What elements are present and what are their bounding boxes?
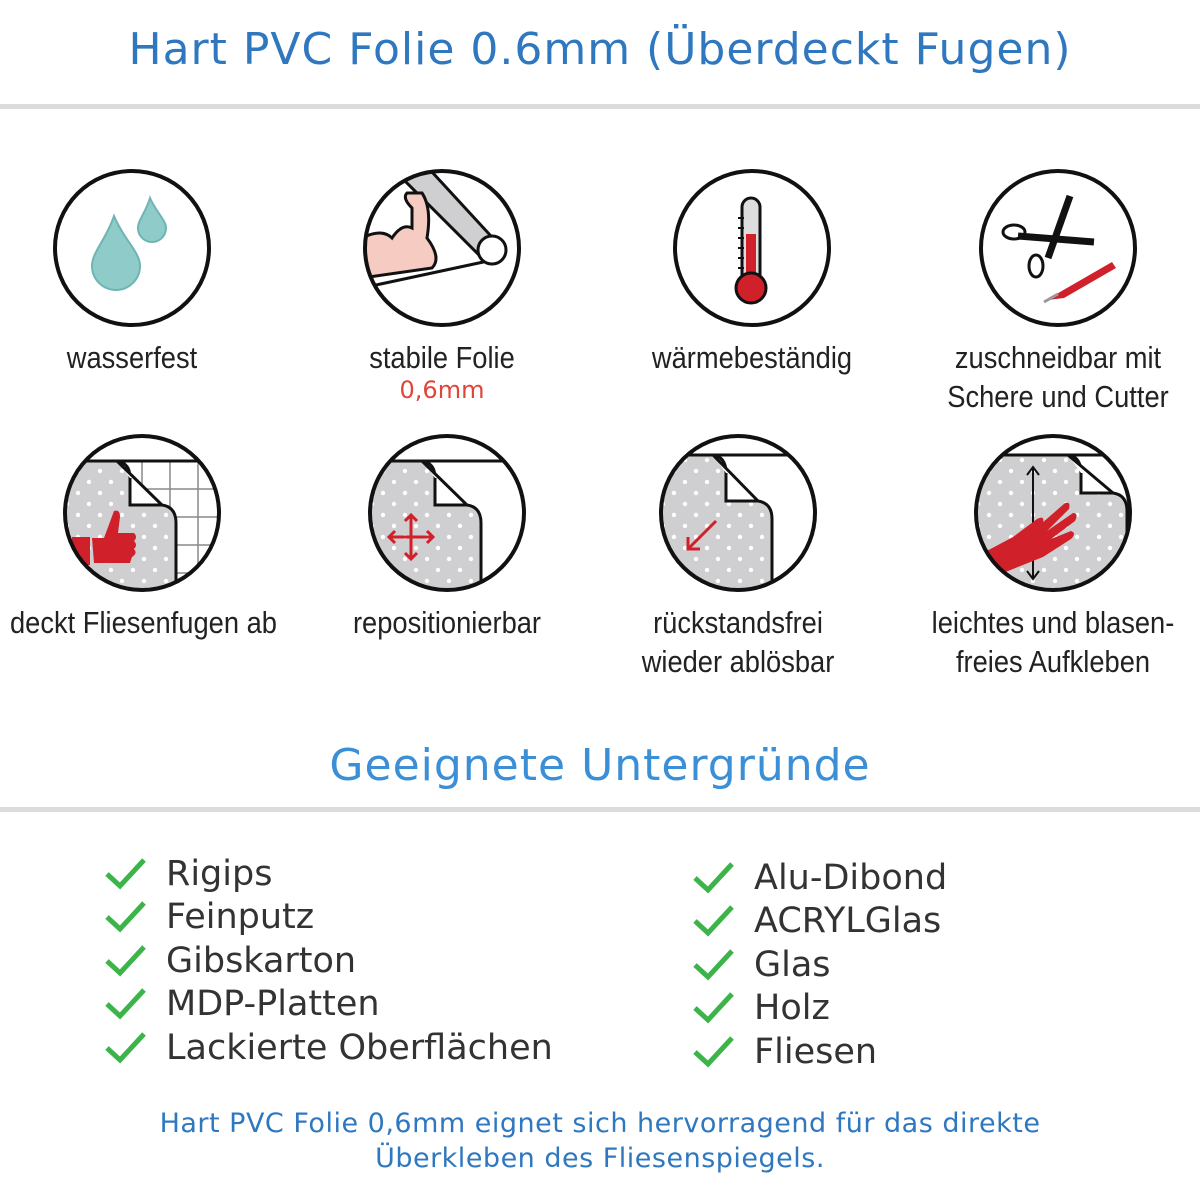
surface-label: Glas [754,944,831,985]
feature-residue-free: rückstandsfrei wieder ablösbar [588,433,888,681]
check-icon [105,945,146,977]
surface-label: ACRYLGlas [754,901,942,942]
list-item: Alu-Dibond [692,856,947,900]
surface-label: Rigips [166,853,273,894]
check-icon [693,905,734,937]
feature-label: freies Aufkleben [955,644,1151,679]
hand-smooth-icon [974,434,1132,592]
feature-label: stabile Folie [369,340,515,375]
check-icon [693,949,734,981]
divider [0,104,1200,109]
list-item: Rigips [104,852,553,896]
check-icon [105,901,146,933]
footer-line: Hart PVC Folie 0,6mm eignet sich hervorr… [159,1108,1041,1139]
feature-repositionable: repositionierbar [297,433,597,642]
surface-label: Alu-Dibond [754,857,948,898]
feature-sublabel: 0,6mm [399,376,485,404]
surfaces-list-right: Alu-Dibond ACRYLGlas Glas Holz Fliesen [692,856,947,1074]
feature-label: rückstandsfrei [653,605,823,640]
thumbs-up-tiles-icon [63,434,221,592]
check-icon [693,862,734,894]
list-item: Feinputz [104,896,553,940]
list-item: MDP-Platten [104,983,553,1027]
footer-note: Hart PVC Folie 0,6mm eignet sich hervorr… [0,1106,1200,1176]
surfaces-list-left: Rigips Feinputz Gibskarton MDP-Platten L… [104,852,553,1070]
water-drops-icon [53,169,211,327]
surface-label: Gibskarton [166,940,357,981]
check-icon [105,858,146,890]
check-icon [693,992,734,1024]
list-item: Gibskarton [104,939,553,983]
feature-heat-resistant: wärmebeständig [602,168,902,377]
feature-label: wärmebeständig [651,340,853,375]
section-title: Geeignete Untergründe [329,740,871,791]
check-icon [105,988,146,1020]
list-item: Glas [692,943,947,987]
feature-easy-application: leichtes und blasen- freies Aufkleben [903,433,1200,681]
feature-cuttable: zuschneidbar mit Schere und Cutter [908,168,1200,416]
surface-label: Lackierte Oberflächen [166,1027,553,1068]
list-item: Fliesen [692,1030,947,1074]
list-item: ACRYLGlas [692,900,947,944]
feature-label: zuschneidbar mit [954,340,1162,375]
surface-label: MDP-Platten [166,984,380,1025]
list-item: Lackierte Oberflächen [104,1026,553,1070]
surface-label: Feinputz [166,897,315,938]
feature-label: Schere und Cutter [947,379,1169,414]
feature-label: deckt Fliesenfugen ab [10,605,277,640]
peel-arrow-icon [659,434,817,592]
strong-arm-foil-icon [363,169,521,327]
page-title: Hart PVC Folie 0.6mm (Überdeckt Fugen) [128,24,1072,75]
scissors-cutter-icon [979,169,1137,327]
feature-label: wieder ablösbar [641,644,835,679]
list-item: Holz [692,987,947,1031]
feature-label: repositionierbar [352,605,542,640]
feature-label: leichtes und blasen- [931,605,1175,640]
feature-label: wasserfest [66,340,198,375]
feature-stable-foil: stabile Folie 0,6mm [292,168,592,403]
feature-covers-joints: deckt Fliesenfugen ab [0,433,292,642]
surface-label: Holz [754,988,830,1029]
footer-line: Überkleben des Fliesenspiegels. [375,1143,825,1174]
surface-label: Fliesen [754,1031,878,1072]
feature-waterproof: wasserfest [0,168,282,377]
thermometer-icon [673,169,831,327]
divider [0,807,1200,812]
move-arrows-icon [368,434,526,592]
check-icon [105,1032,146,1064]
check-icon [693,1036,734,1068]
